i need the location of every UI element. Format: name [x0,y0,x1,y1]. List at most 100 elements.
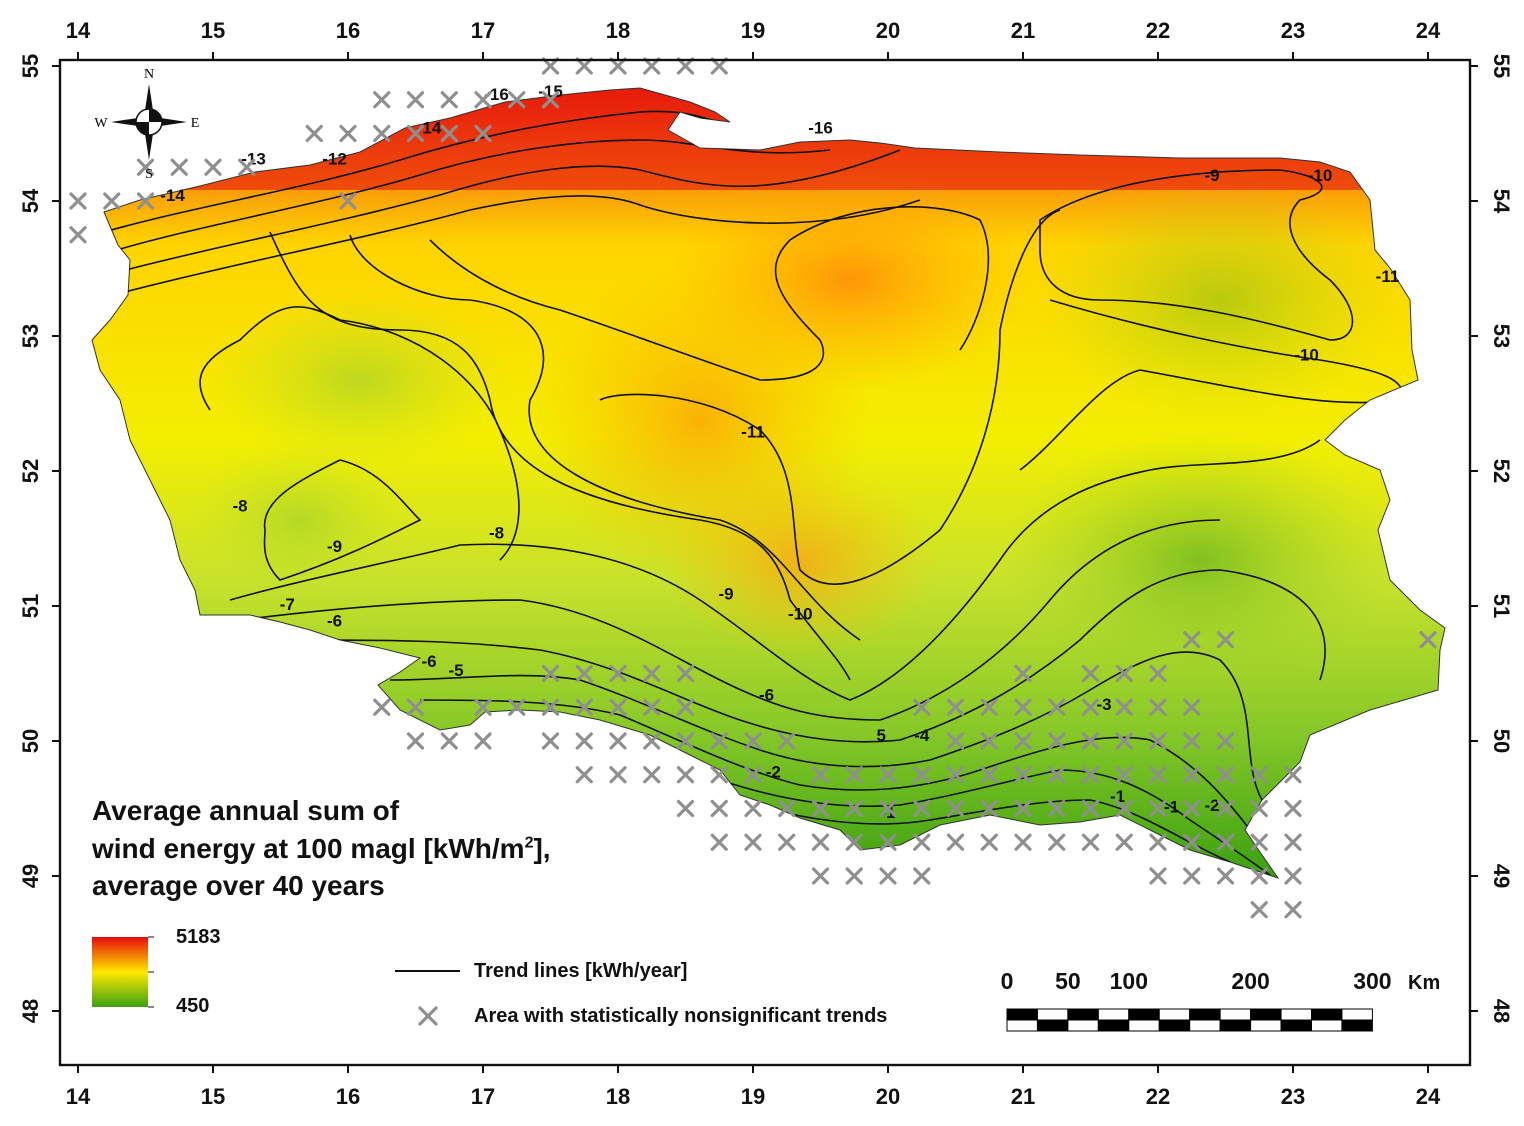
nonsig-cross-icon [1115,732,1133,750]
nonsig-cross-icon [508,698,526,716]
nonsig-cross-icon [980,766,998,784]
nonsig-cross-icon [575,698,593,716]
scale-segment-bottom [1006,1019,1038,1032]
contour-label: -8 [232,497,247,516]
nonsig-cross-icon [710,799,728,818]
x-tick-label-top: 22 [1146,18,1170,43]
nonsig-cross-icon [136,158,155,176]
scale-segment-bottom [1250,1019,1282,1032]
nonsig-cross-icon [1014,698,1032,716]
x-tick-label-top: 21 [1011,18,1035,43]
scale-segment-bottom [1189,1019,1221,1032]
scale-segment-top [1189,1008,1221,1021]
nonsig-cross-icon [1081,799,1100,818]
y-tick-label-left: 51 [18,594,43,618]
nonsig-cross-icon [778,833,796,851]
nonsig-cross-icon [1216,867,1235,885]
legend-cross-icon [418,1006,438,1026]
contour-label: -6 [759,686,774,705]
y-tick-label-right: 55 [1489,54,1514,78]
x-tick-label-bottom: 21 [1011,1084,1035,1109]
contour-label: -9 [718,584,733,603]
x-tick-label-bottom: 24 [1416,1084,1441,1109]
contour-label: -12 [322,150,347,169]
title-line-1: Average annual sum of [92,795,400,826]
legend-trend-label: Trend lines [kWh/year] [474,960,688,982]
contour-label: -14 [417,119,442,138]
nonsig-cross-icon [1115,766,1133,784]
nonsig-cross-icon [1048,698,1066,716]
compass-s-label: S [145,167,153,182]
nonsig-cross-icon [1048,833,1066,851]
scale-segment-bottom [1067,1019,1099,1032]
nonsig-cross-icon [744,732,762,750]
nonsig-cross-icon [710,766,728,784]
nonsig-cross-icon [609,766,627,784]
x-tick-label-bottom: 22 [1146,1084,1170,1109]
x-tick-label-top: 14 [66,18,91,43]
nonsig-cross-icon [913,867,931,885]
x-tick-label-bottom: 17 [471,1084,495,1109]
nonsig-cross-icon [373,124,391,143]
nonsig-cross-icon [1284,766,1302,784]
title-line-2-end: ], [533,832,551,864]
nonsig-cross-icon [913,833,931,851]
nonsig-cross-icon [406,91,425,109]
nonsig-cross-icon [1115,799,1133,818]
nonsig-cross-icon [676,664,695,683]
contour-label: -7 [280,595,295,614]
nonsig-cross-icon [1183,766,1201,784]
nonsig-cross-icon [1014,664,1032,683]
y-tick-label-right: 54 [1489,189,1514,214]
nonsig-cross-icon [69,192,87,210]
nonsig-cross-icon [541,732,560,750]
nonsig-cross-icon [676,698,695,716]
nonsig-cross-icon [575,732,593,750]
nonsig-cross-icon [879,833,897,851]
nonsig-cross-icon [136,192,155,210]
nonsig-cross-icon [744,799,762,818]
y-tick-label-right: 49 [1489,864,1514,888]
nonsig-cross-icon [1149,833,1167,851]
nonsig-cross-icon [305,124,323,143]
contour-label: -4 [914,726,930,745]
scale-segment-top [1158,1008,1191,1021]
nonsig-cross-icon [1419,631,1437,649]
scale-segment-bottom [1097,1019,1130,1032]
nonsig-cross-icon [440,124,458,143]
axis-ticks [52,52,1478,1073]
scale-segment-top [1341,1008,1373,1021]
x-tick-label-bottom: 23 [1281,1084,1305,1109]
scale-bar-label: 100 [1109,968,1148,994]
nonsig-cross-icon [811,799,830,818]
nonsig-cross-icon [744,766,762,784]
title-line-3: average over 40 years [92,870,385,902]
contour-label: -16 [484,85,509,104]
y-tick-label-left: 52 [18,459,43,483]
nonsig-cross-icon [643,57,661,75]
nonsig-cross-icon [1183,799,1201,818]
nonsig-cross-icon [1149,732,1167,750]
nonsig-cross-icon [1284,799,1302,818]
nonsig-cross-icon [845,867,863,885]
compass-n-label: N [144,67,154,82]
nonsig-cross-icon [1014,766,1032,784]
contour-label: -11 [741,422,765,441]
contour-label: -11 [1376,267,1400,286]
contour-label: -5 [448,661,463,680]
nonsig-cross-icon [541,57,560,75]
nonsig-cross-icon [811,867,830,885]
nonsig-cross-icon [575,57,593,75]
nonsig-cross-icon [778,732,796,750]
nonsig-cross-icon [676,57,695,75]
nonsig-cross-icon [1081,766,1100,784]
nonsig-cross-icon [1216,799,1235,818]
y-tick-label-right: 53 [1489,324,1514,348]
x-tick-label-top: 16 [336,18,360,43]
nonsig-cross-icon [744,833,762,851]
x-tick-label-top: 15 [201,18,225,43]
nonsig-cross-icon [440,732,458,750]
nonsig-cross-icon [406,732,425,750]
nonsig-cross-icon [1216,766,1235,784]
